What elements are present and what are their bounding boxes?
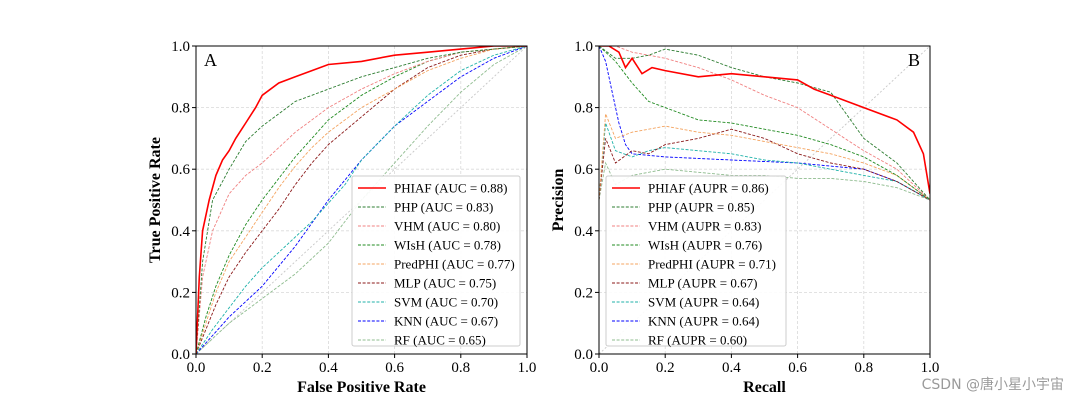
x-tick-label: 0.4 (722, 360, 741, 376)
legend-entry: PredPHI (AUC = 0.77) (394, 257, 515, 272)
x-tick-label: 0.8 (854, 360, 873, 376)
legend-entry: PredPHI (AUPR = 0.71) (648, 257, 776, 272)
y-tick-label: 1.0 (171, 39, 190, 55)
series-line-rf (196, 46, 527, 354)
panel-label: A (204, 50, 217, 70)
y-tick-label: 1.0 (574, 39, 593, 55)
x-tick-label: 0.0 (187, 360, 206, 376)
legend-entry: RF (AUPR = 0.60) (648, 333, 747, 348)
x-tick-label: 0.6 (385, 360, 404, 376)
y-tick-label: 0.6 (171, 162, 190, 178)
x-tick-label: 0.0 (590, 360, 609, 376)
series-line-phiaf (599, 46, 930, 194)
y-tick-label: 0.0 (574, 347, 593, 363)
y-tick-label: 0.2 (171, 285, 190, 301)
y-tick-label: 0.2 (574, 285, 593, 301)
legend-entry: MLP (AUPR = 0.67) (648, 276, 757, 291)
y-tick-label: 0.8 (171, 101, 190, 117)
legend-entry: KNN (AUC = 0.67) (394, 314, 498, 329)
legend-entry: RF (AUC = 0.65) (394, 333, 486, 348)
y-tick-label: 0.8 (574, 101, 593, 117)
legend-box (351, 175, 521, 347)
legend: PHIAF (AUPR = 0.86) PHP (AUPR = 0.85) VHM … (605, 175, 787, 348)
axes-frame (195, 45, 528, 355)
x-axis-label: Recall (743, 379, 786, 396)
series-line-php (196, 46, 527, 354)
y-tick-label: 0.6 (574, 162, 593, 178)
series-line-knn (196, 46, 527, 354)
series-line-reference (599, 46, 930, 354)
series-line-phiaf (196, 46, 527, 354)
legend-box (605, 175, 787, 347)
series-line-vhm (196, 46, 527, 354)
series-line-chance (196, 46, 527, 354)
legend-entry: SVM (AUC = 0.70) (394, 295, 498, 310)
panel-B: 0.0 0.2 0.4 0.6 0.8 1.0 0.0 0.2 0.4 0.6 0.8 1.0 Reca… (550, 39, 939, 396)
series-line-mlp (196, 46, 527, 354)
y-axis-label: True Positive Rate (147, 137, 164, 263)
series-line-predphi (599, 113, 930, 201)
legend-entry: MLP (AUC = 0.75) (394, 276, 496, 291)
y-tick-label: 0.0 (171, 347, 190, 363)
x-axis-label: False Positive Rate (297, 379, 426, 396)
x-tick-label: 0.2 (253, 360, 272, 376)
plot-area (599, 46, 930, 354)
series-line-mlp (599, 128, 930, 201)
plot-area (196, 46, 527, 354)
legend-entry: SVM (AUPR = 0.64) (648, 295, 759, 310)
x-tick-label: 0.8 (451, 360, 470, 376)
legend-entry: PHP (AUPR = 0.85) (648, 200, 755, 215)
series-line-svm (196, 46, 527, 354)
legend-entry: WIsH (AUPR = 0.76) (648, 238, 762, 253)
series-line-knn (599, 46, 930, 201)
y-tick-label: 0.4 (574, 224, 593, 240)
series-line-vhm (599, 46, 930, 201)
axes-frame (598, 45, 931, 355)
legend-entry: WIsH (AUC = 0.78) (394, 238, 501, 253)
legend: PHIAF (AUC = 0.88) PHP (AUC = 0.83) VHM (A… (351, 175, 521, 348)
watermark: CSDN @唐小星小宇宙 (921, 377, 1064, 393)
legend-entry: VHM (AUC = 0.80) (394, 219, 500, 234)
y-tick-label: 0.4 (171, 224, 190, 240)
x-tick-label: 0.2 (656, 360, 675, 376)
series-line-svm (599, 122, 930, 201)
legend-entry: KNN (AUPR = 0.64) (648, 314, 759, 329)
series-line-predphi (196, 46, 527, 354)
panel-label: B (908, 50, 920, 70)
x-tick-label: 1.0 (518, 360, 537, 376)
x-tick-label: 0.6 (788, 360, 807, 376)
legend-entry: PHIAF (AUPR = 0.86) (648, 181, 769, 196)
legend-entry: PHP (AUC = 0.83) (394, 200, 493, 215)
legend-entry: PHIAF (AUC = 0.88) (394, 181, 508, 196)
legend-entry: VHM (AUPR = 0.83) (648, 219, 762, 234)
x-tick-label: 0.4 (319, 360, 338, 376)
panel-A: 0.0 0.2 0.4 0.6 0.8 1.0 0.0 0.2 0.4 0.6 0.8 1.0 Fals… (147, 39, 536, 396)
x-tick-label: 1.0 (921, 360, 940, 376)
y-axis-label: Precision (550, 169, 567, 232)
